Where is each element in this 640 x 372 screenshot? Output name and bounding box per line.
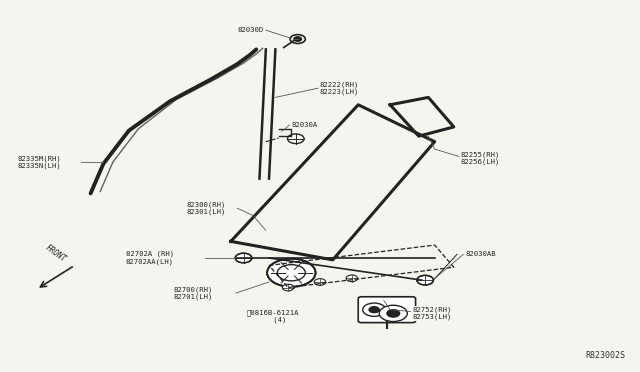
Circle shape [380, 305, 407, 321]
Circle shape [282, 284, 294, 291]
Circle shape [387, 310, 399, 317]
Text: 82222(RH)
82223(LH): 82222(RH) 82223(LH) [320, 81, 360, 95]
Text: 82255(RH)
82256(LH): 82255(RH) 82256(LH) [460, 151, 500, 165]
Circle shape [267, 259, 316, 287]
Text: 82702A (RH)
82702AA(LH): 82702A (RH) 82702AA(LH) [125, 251, 174, 265]
Text: FRONT: FRONT [44, 243, 68, 264]
Text: 0816B-6121A
      (4): 0816B-6121A (4) [246, 309, 300, 323]
Text: 82030D: 82030D [237, 27, 264, 33]
Circle shape [294, 37, 301, 41]
Text: 82700(RH)
82701(LH): 82700(RH) 82701(LH) [173, 286, 213, 300]
Text: 82030AB: 82030AB [465, 251, 496, 257]
Circle shape [417, 275, 433, 285]
Circle shape [363, 303, 386, 316]
Text: R823002S: R823002S [586, 350, 626, 359]
Circle shape [369, 307, 380, 312]
Text: Ⓑ: Ⓑ [262, 309, 269, 319]
Text: 82752(RH)
82753(LH): 82752(RH) 82753(LH) [412, 307, 452, 320]
Text: 82300(RH)
82301(LH): 82300(RH) 82301(LH) [186, 201, 225, 215]
FancyBboxPatch shape [358, 297, 415, 323]
Circle shape [236, 253, 252, 263]
Circle shape [314, 279, 326, 285]
Text: 82030A: 82030A [291, 122, 317, 128]
Circle shape [346, 275, 358, 282]
Text: 82335M(RH)
82335N(LH): 82335M(RH) 82335N(LH) [17, 155, 61, 169]
